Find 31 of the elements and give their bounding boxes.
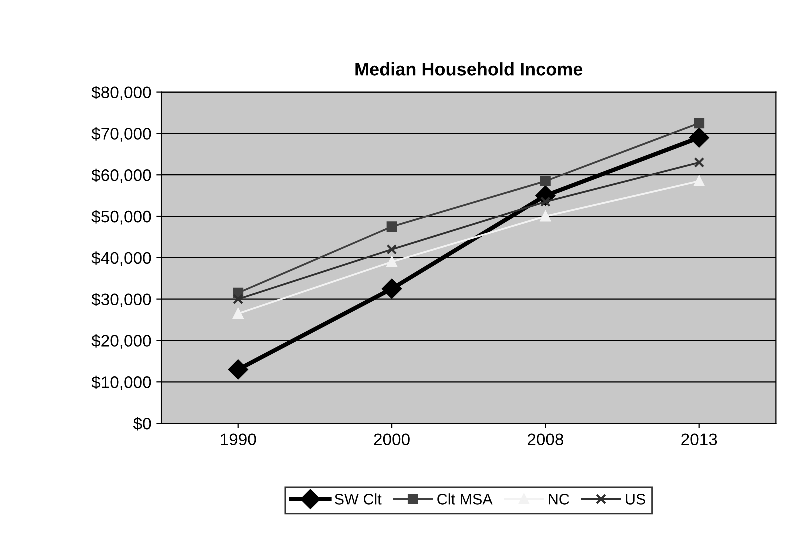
legend-label: NC: [549, 494, 570, 505]
point: [386, 222, 398, 232]
point: [233, 294, 244, 305]
x-tick-label: 2000: [374, 434, 410, 446]
point: [386, 256, 398, 268]
point: [694, 157, 705, 168]
y-tick-label: $40,000: [92, 252, 152, 266]
y-tick-label: $30,000: [92, 293, 152, 308]
point: [694, 118, 705, 129]
x-tick-label: 1990: [221, 434, 256, 446]
x-tick-label: 2013: [682, 434, 718, 446]
point: [540, 211, 551, 222]
point: [382, 279, 402, 299]
y-tick-label: $60,000: [92, 168, 152, 184]
y-tick-label: $80,000: [92, 86, 152, 100]
point: [694, 176, 705, 187]
y-tick-label: $0: [133, 417, 152, 431]
point: [540, 176, 551, 187]
legend-label: US: [626, 494, 646, 505]
y-tick-label: $50,000: [92, 210, 152, 225]
point: [228, 360, 248, 380]
legend-label: SW Clt: [335, 494, 382, 505]
point: [233, 308, 244, 320]
x-tick-label: 2008: [528, 434, 564, 446]
y-tick-label: $70,000: [92, 127, 152, 142]
chart-title: Median Household Income: [356, 62, 583, 76]
point: [386, 244, 398, 255]
point: [689, 128, 710, 148]
y-tick-label: $20,000: [92, 334, 152, 349]
y-tick-label: $10,000: [92, 376, 152, 390]
legend-label: Clt MSA: [438, 494, 493, 505]
